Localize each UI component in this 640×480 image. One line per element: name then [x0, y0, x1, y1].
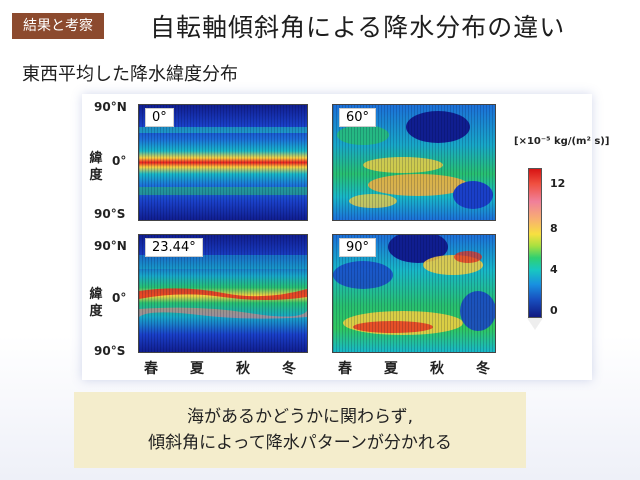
slide-title: 自転軸傾斜角による降水分布の違い — [150, 13, 566, 42]
conclusion-box: 海があるかどうかに関わらず, 傾斜角によって降水パターンが分かれる — [74, 392, 526, 468]
lat-tick-90n-top: 90°N — [94, 100, 127, 114]
lat-tick-90s-bottom: 90°S — [94, 344, 126, 358]
colorbar-tick-8: 8 — [550, 222, 558, 235]
season-winter-right: 冬 — [476, 361, 490, 377]
panel-label-tilt-90: 90° — [339, 238, 377, 257]
season-summer-right: 夏 — [384, 361, 398, 377]
season-autumn-left: 秋 — [236, 361, 250, 377]
colorbar-tick-4: 4 — [550, 263, 558, 276]
colorbar-tip — [527, 318, 543, 330]
ylabel-top: 緯度 — [89, 151, 103, 183]
conclusion-line-1: 海があるかどうかに関わらず, — [186, 407, 414, 427]
panel-tilt-0: 0° — [138, 104, 308, 221]
panel-label-tilt-60: 60° — [339, 108, 377, 127]
colorbar-tick-0: 0 — [550, 304, 558, 317]
lat-tick-0-bottom: 0° — [112, 291, 127, 305]
conclusion-line-2: 傾斜角によって降水パターンが分かれる — [148, 433, 452, 453]
panel-label-tilt-23: 23.44° — [145, 238, 203, 257]
lat-tick-90s-top: 90°S — [94, 207, 126, 221]
colorbar-tick-12: 12 — [550, 177, 566, 190]
lat-tick-0-top: 0° — [112, 154, 127, 168]
season-winter-left: 冬 — [282, 361, 296, 377]
panel-tilt-23: 23.44° — [138, 234, 308, 353]
season-summer-left: 夏 — [190, 361, 204, 377]
ylabel-bottom: 緯度 — [89, 287, 103, 319]
colorbar — [528, 168, 542, 318]
slide-subtitle: 東西平均した降水緯度分布 — [22, 64, 238, 85]
lat-tick-90n-bottom: 90°N — [94, 239, 127, 253]
section-tag: 結果と考察 — [12, 13, 104, 39]
season-autumn-right: 秋 — [430, 361, 444, 377]
season-spring-right: 春 — [338, 361, 352, 377]
panel-label-tilt-0: 0° — [145, 108, 174, 127]
panel-tilt-90: 90° — [332, 234, 496, 353]
panel-tilt-60: 60° — [332, 104, 496, 221]
colorbar-unit: [×10⁻⁵ kg/(m² s)] — [514, 136, 610, 147]
figure-area: 90°N 0° 90°S 緯度 90°N 0° 90°S 緯度 — [82, 94, 592, 380]
season-spring-left: 春 — [144, 361, 158, 377]
